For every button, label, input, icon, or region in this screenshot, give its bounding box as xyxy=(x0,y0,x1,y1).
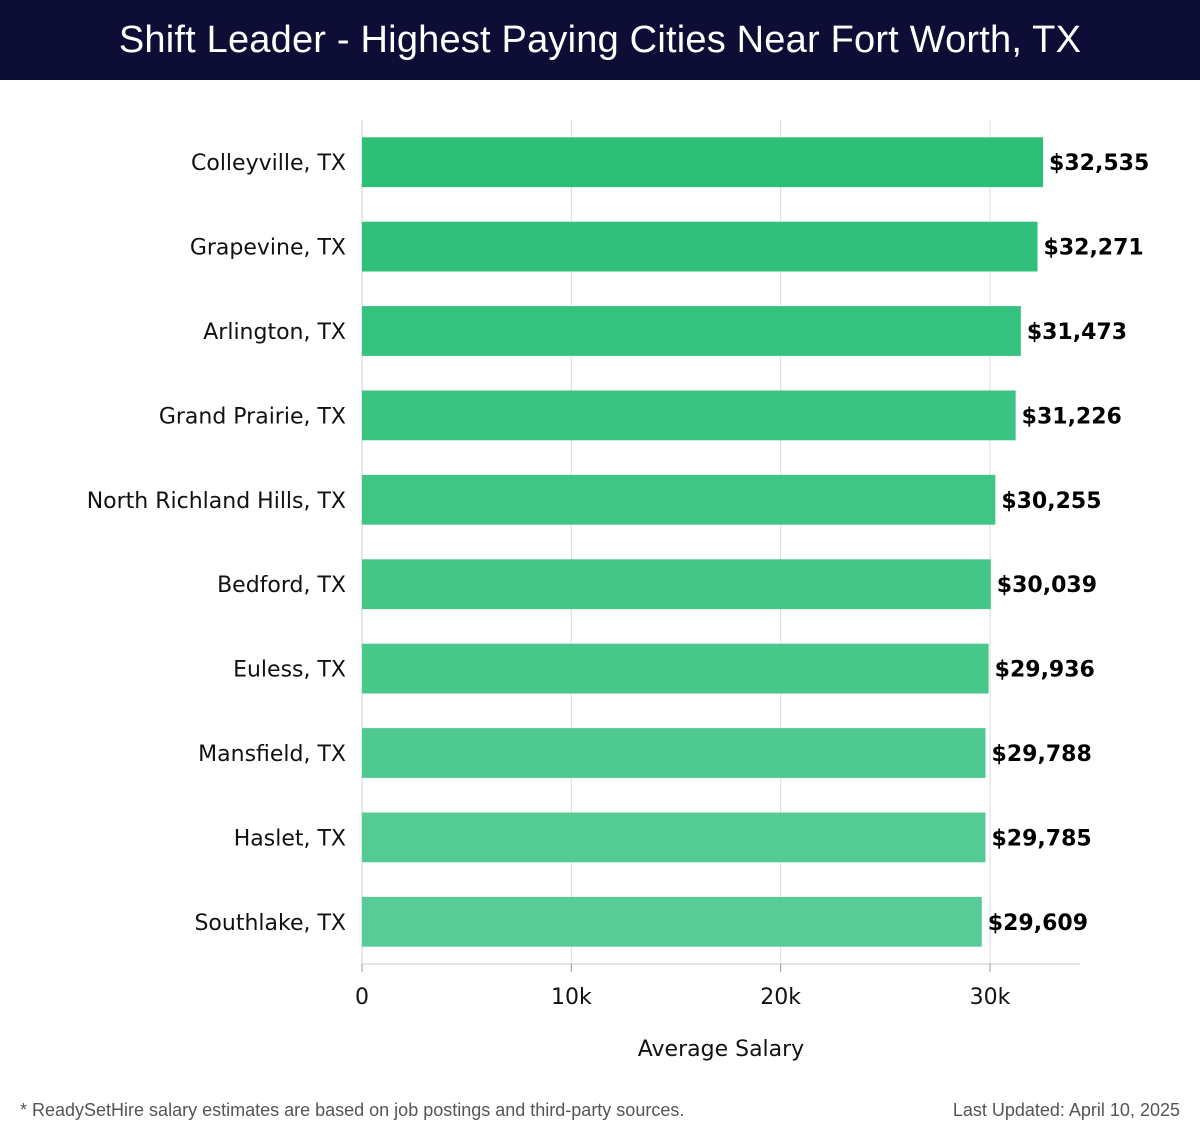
footer-note: * ReadySetHire salary estimates are base… xyxy=(20,1100,685,1120)
y-category-label: Arlington, TX xyxy=(203,320,346,345)
bar-value-label: $29,936 xyxy=(995,658,1095,683)
bar xyxy=(362,474,996,525)
y-category-label: Haslet, TX xyxy=(234,826,346,851)
y-category-label: Euless, TX xyxy=(233,658,346,683)
x-axis-title: Average Salary xyxy=(638,1037,804,1062)
y-category-label: Grand Prairie, TX xyxy=(159,404,346,429)
bar xyxy=(362,643,989,694)
bar-value-label: $32,535 xyxy=(1049,151,1149,176)
bar-chart: 0 10k 20k 30k Colleyville, TX $32,535 Grapevin… xyxy=(87,120,1149,1062)
bar-value-label: $31,226 xyxy=(1022,404,1122,429)
bar-value-label: $29,788 xyxy=(992,742,1092,767)
chart-title: Shift Leader - Highest Paying Cities Nea… xyxy=(118,18,1082,61)
y-category-label: Mansfield, TX xyxy=(198,742,346,767)
bar-value-label: $30,255 xyxy=(1001,489,1101,514)
y-category-label: Southlake, TX xyxy=(194,911,346,936)
bar-value-label: $29,609 xyxy=(988,911,1088,936)
bar-value-label: $31,473 xyxy=(1027,320,1127,345)
bar-value-label: $29,785 xyxy=(991,826,1091,851)
y-category-label: Grapevine, TX xyxy=(190,236,346,261)
y-category-label: Colleyville, TX xyxy=(191,151,346,176)
chart-header: Shift Leader - Highest Paying Cities Nea… xyxy=(0,0,1200,80)
bar xyxy=(362,390,1016,441)
x-tick-label: 10k xyxy=(551,985,592,1010)
last-updated: Last Updated: April 10, 2025 xyxy=(952,1100,1180,1120)
bar xyxy=(362,559,991,610)
bar xyxy=(362,306,1021,356)
bar xyxy=(362,812,986,863)
bar xyxy=(362,221,1038,272)
bar xyxy=(362,896,982,947)
x-tick-label: 0 xyxy=(355,985,369,1010)
x-tick-label: 20k xyxy=(760,985,801,1010)
x-tick-label: 30k xyxy=(970,985,1011,1010)
y-category-label: Bedford, TX xyxy=(217,573,346,598)
bar xyxy=(362,137,1044,188)
bar-value-label: $30,039 xyxy=(997,573,1097,598)
bar xyxy=(362,728,986,778)
bar-value-label: $32,271 xyxy=(1044,236,1144,261)
y-category-label: North Richland Hills, TX xyxy=(87,489,346,514)
